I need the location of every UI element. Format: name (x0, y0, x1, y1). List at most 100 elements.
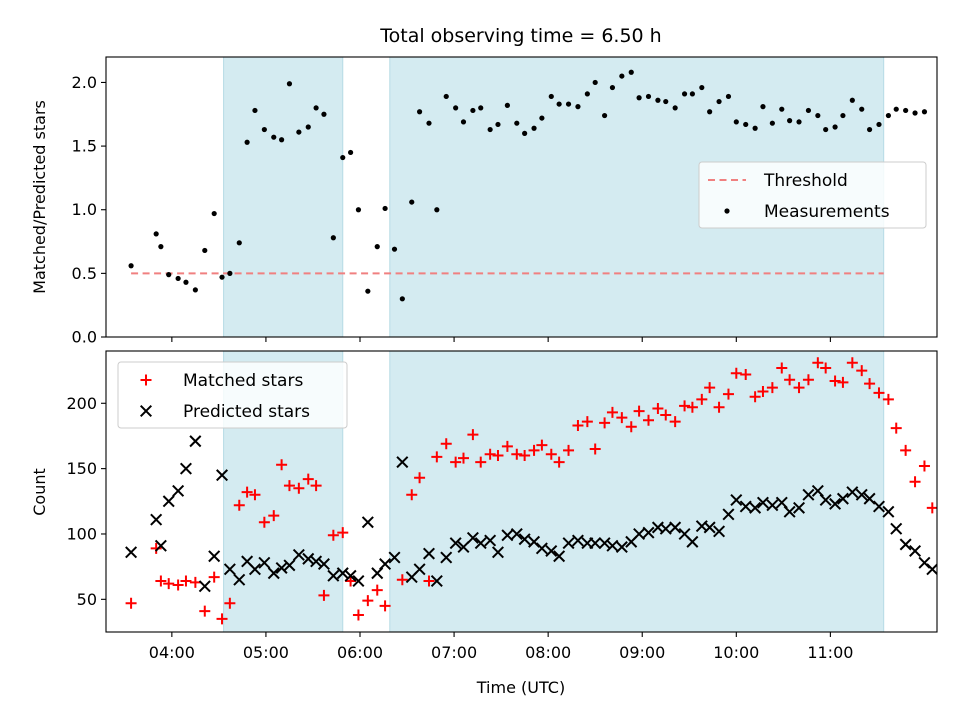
y-tick-label-4: 2.0 (72, 73, 97, 92)
measurements-point-51 (584, 91, 590, 97)
matched-stars-point-57 (643, 414, 655, 426)
predicted-stars-point-6 (189, 435, 202, 448)
matched-stars-point-54 (616, 412, 628, 424)
measurements-point-57 (636, 95, 642, 101)
predicted-stars-point-87 (899, 538, 912, 551)
matched-stars-point-14 (258, 516, 270, 528)
predicted-stars-point-38 (466, 531, 479, 544)
predicted-stars-point-25 (352, 575, 365, 588)
legend-predicted-stars-swatch (139, 404, 153, 418)
matched-stars-point-42 (511, 448, 523, 460)
measurements-point-65 (707, 109, 713, 115)
predicted-stars-point-71 (756, 496, 769, 509)
measurements-point-59 (655, 97, 661, 103)
measurements-point-19 (305, 124, 311, 130)
matched-stars-point-43 (519, 450, 531, 462)
measurements-point-2 (158, 244, 164, 250)
measurements-point-49 (565, 101, 572, 107)
predicted-stars-point-65 (703, 521, 716, 534)
predicted-stars-point-57 (633, 527, 646, 540)
predicted-stars-point-47 (545, 544, 558, 557)
matched-stars-point-33 (431, 451, 443, 463)
matched-stars-point-41 (501, 440, 513, 452)
matched-stars-point-7 (199, 605, 211, 617)
predicted-stars-point-29 (388, 551, 401, 564)
legend: Matched stars Predicted stars (117, 361, 348, 429)
y-tick-label-3: 1.5 (72, 137, 97, 156)
matched-stars-point-71 (766, 382, 778, 394)
predicted-stars-point-67 (722, 508, 735, 521)
matched-stars-point-69 (749, 391, 761, 403)
predicted-stars-point-15 (267, 567, 280, 580)
matched-stars-point-25 (352, 609, 364, 621)
matched-stars-point-44 (528, 444, 540, 456)
measurements-point-76 (805, 107, 812, 114)
matched-stars-point-76 (812, 357, 824, 369)
matched-stars-point-17 (283, 480, 295, 492)
top-chart-title: Total observing time = 6.50 h (379, 25, 661, 47)
matched-stars-point-16 (276, 459, 288, 471)
matched-stars-point-68 (740, 369, 752, 381)
measurements-point-83 (866, 126, 873, 133)
measurements-point-66 (716, 98, 722, 105)
matched-stars-point-20 (310, 480, 322, 492)
measurements-point-63 (689, 91, 696, 97)
predicted-stars-point-90 (926, 563, 937, 576)
matched-stars-point-49 (572, 419, 584, 431)
matched-stars-point-39 (484, 448, 496, 460)
predicted-stars-point-5 (179, 462, 192, 475)
matched-stars-point-82 (864, 378, 876, 390)
predicted-stars-point-70 (749, 501, 762, 514)
matched-stars-point-66 (722, 388, 734, 400)
predicted-stars-point-39 (474, 537, 487, 550)
matched-stars-point-87 (909, 476, 921, 488)
measurements-point-11 (236, 240, 242, 246)
predicted-stars-point-58 (642, 526, 655, 539)
measurements-point-24 (347, 149, 354, 156)
matched-stars-point-51 (589, 443, 601, 455)
measurements-point-56 (628, 69, 634, 75)
predicted-stars-point-79 (829, 497, 842, 510)
measurements-point-79 (832, 124, 838, 130)
measurements-point-32 (416, 109, 423, 115)
matched-stars-point-65 (713, 401, 725, 413)
measurements-point-23 (340, 154, 346, 161)
matched-stars-point-19 (302, 473, 314, 485)
matched-stars-point-55 (625, 421, 637, 433)
measurements-point-13 (252, 107, 258, 114)
measurements-point-58 (645, 93, 652, 100)
matched-stars-point-53 (606, 406, 618, 418)
measurements-point-1 (153, 231, 159, 237)
matched-stars-point-18 (293, 482, 305, 494)
predicted-stars-point-88 (909, 544, 922, 557)
matched-stars-point-56 (633, 405, 645, 417)
x-tick-label-2: 06:00 (337, 643, 383, 662)
matched-stars-point-30 (406, 489, 418, 501)
predicted-stars-point-4 (172, 484, 185, 497)
predicted-stars-point-86 (890, 522, 903, 535)
axes-frame (105, 350, 938, 633)
predicted-stars-point-55 (615, 541, 628, 554)
measurements-point-43 (514, 120, 520, 126)
measurements-point-60 (663, 98, 669, 105)
measurements-point-67 (725, 93, 732, 100)
measurements-point-47 (548, 93, 554, 100)
measurements-point-37 (460, 119, 467, 125)
measurements-point-50 (575, 104, 581, 110)
matched-stars-point-29 (396, 574, 408, 586)
predicted-stars-point-46 (535, 542, 548, 555)
measurements-point-18 (296, 129, 302, 135)
measurements-point-78 (823, 126, 829, 133)
matched-stars-point-1 (150, 542, 162, 554)
legend-label-0: Matched stars (183, 371, 303, 391)
measurements-point-69 (743, 121, 749, 128)
measurements-point-17 (286, 81, 293, 87)
y-tick-label-2: 150 (66, 459, 97, 478)
predicted-stars-point-2 (154, 539, 167, 552)
matched-stars-point-67 (730, 367, 742, 379)
matched-stars-point-48 (563, 444, 575, 456)
measurements-point-33 (426, 120, 432, 126)
predicted-stars-point-18 (292, 548, 305, 561)
measurements-point-10 (227, 270, 233, 276)
